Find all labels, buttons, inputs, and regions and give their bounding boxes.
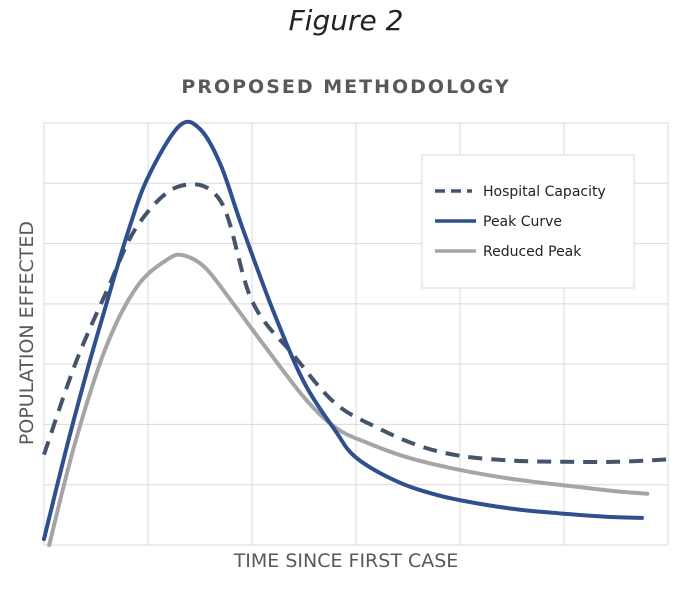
series-line-reduced-peak xyxy=(47,252,650,547)
series-line-peak-curve xyxy=(42,119,644,541)
chart-title: PROPOSED METHODOLOGY xyxy=(181,76,511,98)
x-axis-label: TIME SINCE FIRST CASE xyxy=(233,550,459,572)
legend-label-peak-curve: Peak Curve xyxy=(483,214,562,230)
y-axis-label: POPULATION EFFECTED xyxy=(16,220,38,446)
legend: Hospital Capacity Peak Curve Reduced Peak xyxy=(421,154,635,289)
series-lines xyxy=(42,119,669,547)
legend-label-hospital-capacity: Hospital Capacity xyxy=(483,184,606,200)
figure-label: Figure 2 xyxy=(288,4,404,37)
legend-label-reduced-peak: Reduced Peak xyxy=(483,244,582,260)
